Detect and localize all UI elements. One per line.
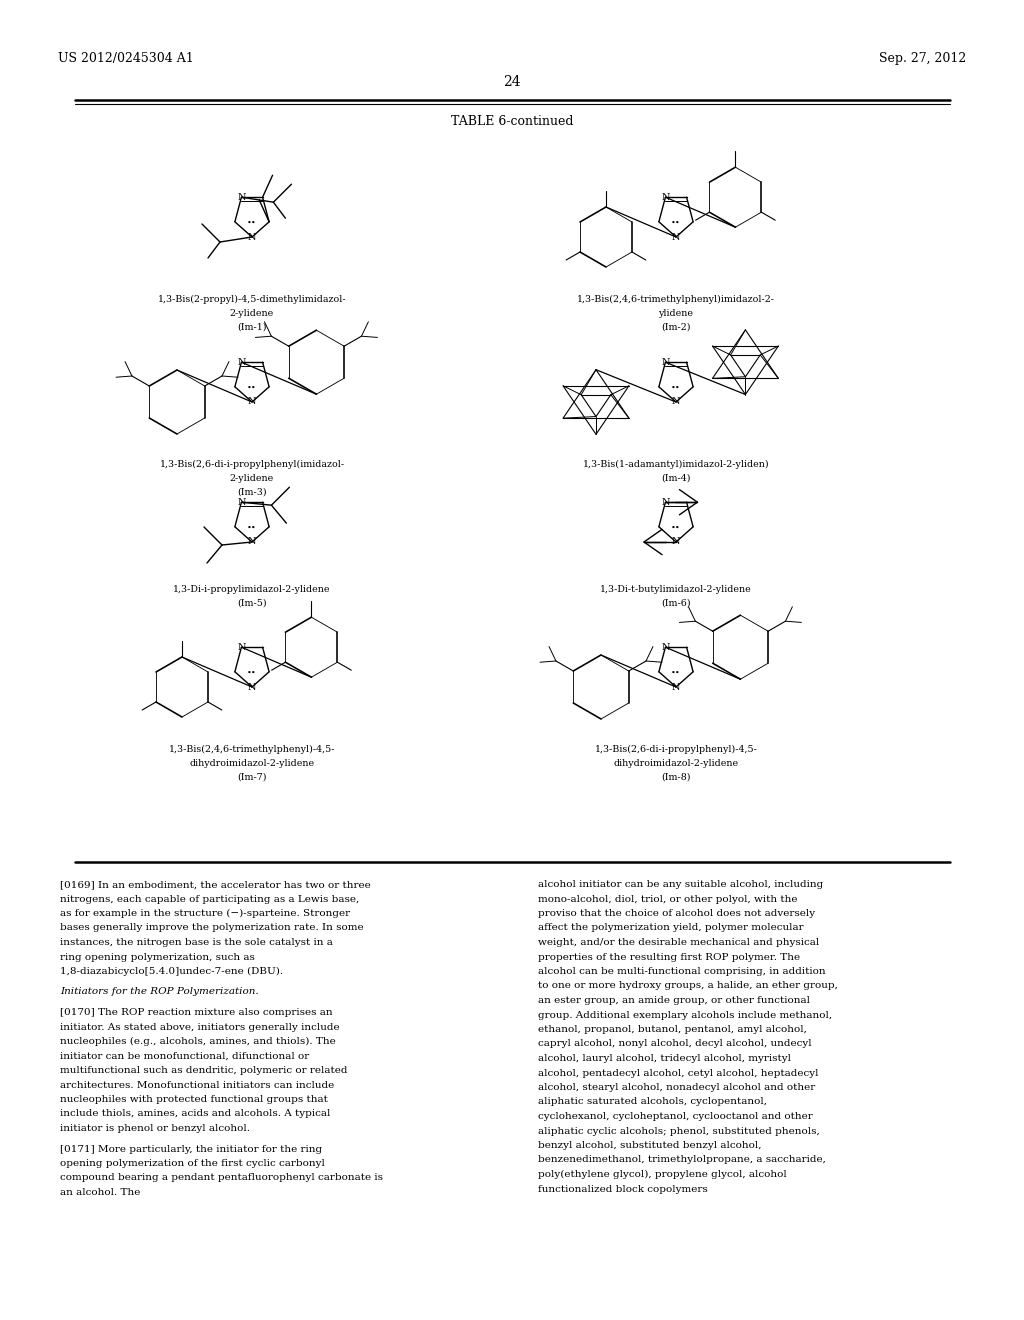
Text: functionalized block copolymers: functionalized block copolymers [538,1184,708,1193]
Text: alcohol, stearyl alcohol, nonadecyl alcohol and other: alcohol, stearyl alcohol, nonadecyl alco… [538,1082,815,1092]
Text: initiator is phenol or benzyl alcohol.: initiator is phenol or benzyl alcohol. [60,1125,250,1133]
Text: N: N [672,232,680,242]
Text: ylidene: ylidene [658,309,693,318]
Text: (Im-1): (Im-1) [238,323,266,333]
Text: capryl alcohol, nonyl alcohol, decyl alcohol, undecyl: capryl alcohol, nonyl alcohol, decyl alc… [538,1040,812,1048]
Text: ••: •• [247,219,257,227]
Text: initiator can be monofunctional, difunctional or: initiator can be monofunctional, difunct… [60,1052,309,1060]
Text: 1,3-Bis(2,6-di-i-propylphenyl)-4,5-: 1,3-Bis(2,6-di-i-propylphenyl)-4,5- [595,744,758,754]
Text: an ester group, an amide group, or other functional: an ester group, an amide group, or other… [538,997,810,1005]
Text: alcohol initiator can be any suitable alcohol, including: alcohol initiator can be any suitable al… [538,880,823,888]
Text: (Im-6): (Im-6) [662,599,691,609]
Text: ••: •• [247,669,257,677]
Text: N: N [662,498,670,507]
Text: N: N [672,537,680,546]
Text: ••: •• [671,219,681,227]
Text: ••: •• [671,524,681,532]
Text: ••: •• [671,384,681,392]
Text: aliphatic cyclic alcohols; phenol, substituted phenols,: aliphatic cyclic alcohols; phenol, subst… [538,1126,820,1135]
Text: opening polymerization of the first cyclic carbonyl: opening polymerization of the first cycl… [60,1159,325,1168]
Text: N: N [248,537,256,546]
Text: cyclohexanol, cycloheptanol, cyclooctanol and other: cyclohexanol, cycloheptanol, cyclooctano… [538,1111,813,1121]
Text: ••: •• [247,524,257,532]
Text: (Im-7): (Im-7) [238,774,266,781]
Text: benzyl alcohol, substituted benzyl alcohol,: benzyl alcohol, substituted benzyl alcoh… [538,1140,762,1150]
Text: group. Additional exemplary alcohols include methanol,: group. Additional exemplary alcohols inc… [538,1011,833,1019]
Text: nitrogens, each capable of participating as a Lewis base,: nitrogens, each capable of participating… [60,895,359,903]
Text: N: N [248,232,256,242]
Text: (Im-3): (Im-3) [238,488,267,498]
Text: alcohol, pentadecyl alcohol, cetyl alcohol, heptadecyl: alcohol, pentadecyl alcohol, cetyl alcoh… [538,1068,818,1077]
Text: architectures. Monofunctional initiators can include: architectures. Monofunctional initiators… [60,1081,334,1089]
Text: ••: •• [671,669,681,677]
Text: Sep. 27, 2012: Sep. 27, 2012 [879,51,966,65]
Text: 2-ylidene: 2-ylidene [229,309,274,318]
Text: 1,3-Bis(2,4,6-trimethylphenyl)-4,5-: 1,3-Bis(2,4,6-trimethylphenyl)-4,5- [169,744,335,754]
Text: TABLE 6-continued: TABLE 6-continued [451,115,573,128]
Text: 2-ylidene: 2-ylidene [229,474,274,483]
Text: include thiols, amines, acids and alcohols. A typical: include thiols, amines, acids and alcoho… [60,1110,331,1118]
Text: (Im-2): (Im-2) [662,323,691,333]
Text: ethanol, propanol, butanol, pentanol, amyl alcohol,: ethanol, propanol, butanol, pentanol, am… [538,1026,807,1034]
Text: N: N [662,358,670,367]
Text: 1,8-diazabicyclo[5.4.0]undec-7-ene (DBU).: 1,8-diazabicyclo[5.4.0]undec-7-ene (DBU)… [60,968,283,975]
Text: 1,3-Bis(1-adamantyl)imidazol-2-yliden): 1,3-Bis(1-adamantyl)imidazol-2-yliden) [583,459,769,469]
Text: dihydroimidazol-2-ylidene: dihydroimidazol-2-ylidene [613,759,738,768]
Text: 1,3-Bis(2,6-di-i-propylphenyl(imidazol-: 1,3-Bis(2,6-di-i-propylphenyl(imidazol- [160,459,344,469]
Text: poly(ethylene glycol), propylene glycol, alcohol: poly(ethylene glycol), propylene glycol,… [538,1170,786,1179]
Text: weight, and/or the desirable mechanical and physical: weight, and/or the desirable mechanical … [538,939,819,946]
Text: N: N [672,397,680,407]
Text: [0169] In an embodiment, the accelerator has two or three: [0169] In an embodiment, the accelerator… [60,880,371,888]
Text: (Im-8): (Im-8) [662,774,691,781]
Text: benzenedimethanol, trimethylolpropane, a saccharide,: benzenedimethanol, trimethylolpropane, a… [538,1155,826,1164]
Text: properties of the resulting first ROP polymer. The: properties of the resulting first ROP po… [538,953,800,961]
Text: N: N [248,397,256,407]
Text: alcohol can be multi-functional comprising, in addition: alcohol can be multi-functional comprisi… [538,968,825,975]
Text: (Im-5): (Im-5) [238,599,267,609]
Text: alcohol, lauryl alcohol, tridecyl alcohol, myristyl: alcohol, lauryl alcohol, tridecyl alcoho… [538,1053,791,1063]
Text: affect the polymerization yield, polymer molecular: affect the polymerization yield, polymer… [538,924,804,932]
Text: N: N [238,498,246,507]
Text: (Im-4): (Im-4) [662,474,691,483]
Text: N: N [238,643,246,652]
Text: ••: •• [247,384,257,392]
Text: dihydroimidazol-2-ylidene: dihydroimidazol-2-ylidene [189,759,314,768]
Text: aliphatic saturated alcohols, cyclopentanol,: aliphatic saturated alcohols, cyclopenta… [538,1097,767,1106]
Text: nucleophiles (e.g., alcohols, amines, and thiols). The: nucleophiles (e.g., alcohols, amines, an… [60,1038,336,1047]
Text: N: N [662,193,670,202]
Text: N: N [662,643,670,652]
Text: initiator. As stated above, initiators generally include: initiator. As stated above, initiators g… [60,1023,340,1031]
Text: US 2012/0245304 A1: US 2012/0245304 A1 [58,51,194,65]
Text: Initiators for the ROP Polymerization.: Initiators for the ROP Polymerization. [60,987,259,997]
Text: instances, the nitrogen base is the sole catalyst in a: instances, the nitrogen base is the sole… [60,939,333,946]
Text: 24: 24 [503,75,521,88]
Text: an alcohol. The: an alcohol. The [60,1188,140,1197]
Text: N: N [238,358,246,367]
Text: [0171] More particularly, the initiator for the ring: [0171] More particularly, the initiator … [60,1144,323,1154]
Text: nucleophiles with protected functional groups that: nucleophiles with protected functional g… [60,1096,328,1104]
Text: as for example in the structure (−)-sparteine. Stronger: as for example in the structure (−)-spar… [60,909,350,919]
Text: proviso that the choice of alcohol does not adversely: proviso that the choice of alcohol does … [538,909,815,917]
Text: 1,3-Di-t-butylimidazol-2-ylidene: 1,3-Di-t-butylimidazol-2-ylidene [600,585,752,594]
Text: N: N [238,193,246,202]
Text: mono-alcohol, diol, triol, or other polyol, with the: mono-alcohol, diol, triol, or other poly… [538,895,798,903]
Text: 1,3-Bis(2,4,6-trimethylphenyl)imidazol-2-: 1,3-Bis(2,4,6-trimethylphenyl)imidazol-2… [577,294,775,304]
Text: N: N [248,682,256,692]
Text: multifunctional such as dendritic, polymeric or related: multifunctional such as dendritic, polym… [60,1067,347,1074]
Text: to one or more hydroxy groups, a halide, an ether group,: to one or more hydroxy groups, a halide,… [538,982,838,990]
Text: [0170] The ROP reaction mixture also comprises an: [0170] The ROP reaction mixture also com… [60,1008,333,1016]
Text: ring opening polymerization, such as: ring opening polymerization, such as [60,953,255,961]
Text: 1,3-Di-i-propylimidazol-2-ylidene: 1,3-Di-i-propylimidazol-2-ylidene [173,585,331,594]
Text: 1,3-Bis(2-propyl)-4,5-dimethylimidazol-: 1,3-Bis(2-propyl)-4,5-dimethylimidazol- [158,294,346,304]
Text: bases generally improve the polymerization rate. In some: bases generally improve the polymerizati… [60,924,364,932]
Text: N: N [672,682,680,692]
Text: compound bearing a pendant pentafluorophenyl carbonate is: compound bearing a pendant pentafluoroph… [60,1173,383,1183]
